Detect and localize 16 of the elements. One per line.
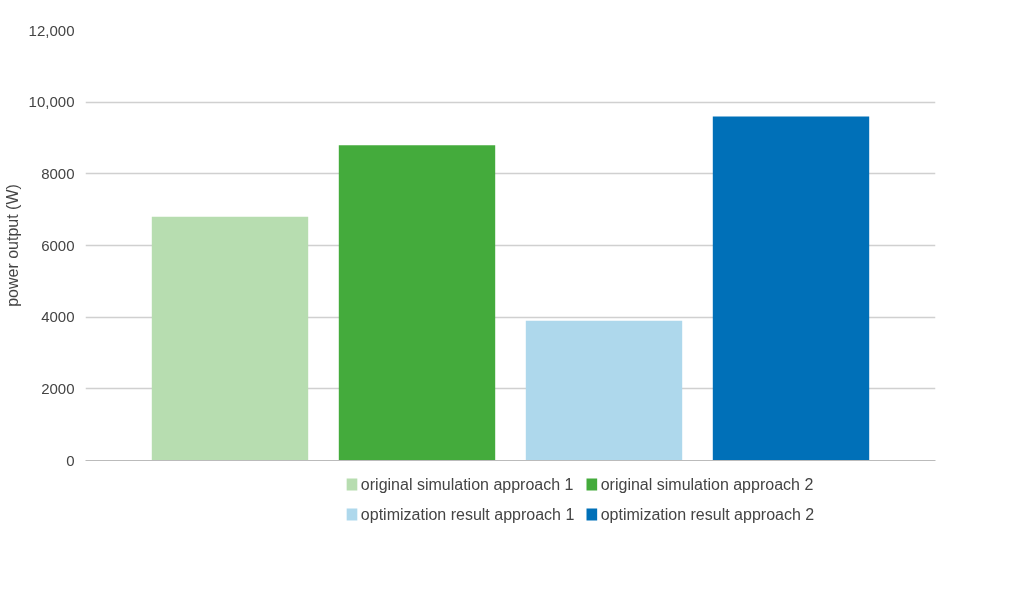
y-tick-label: 6000 <box>41 236 75 254</box>
legend-label: optimization result approach 1 <box>360 506 575 523</box>
y-tick-label: 10,000 <box>28 93 75 111</box>
y-tick-label: 0 <box>66 451 75 469</box>
y-tick-label: 4000 <box>41 308 75 326</box>
legend-label: optimization result approach 2 <box>600 506 815 523</box>
bar <box>151 216 309 461</box>
y-axis-title: power output (W) <box>3 184 21 307</box>
y-tick-label: 8000 <box>41 164 75 182</box>
y-tick-label: 2000 <box>41 379 75 397</box>
bar <box>712 116 870 461</box>
y-tick-label: 12,000 <box>28 21 75 39</box>
bar <box>338 145 496 461</box>
legend-label: original simulation approach 1 <box>360 476 574 493</box>
bar <box>525 320 683 461</box>
legend-label: original simulation approach 2 <box>600 476 814 493</box>
